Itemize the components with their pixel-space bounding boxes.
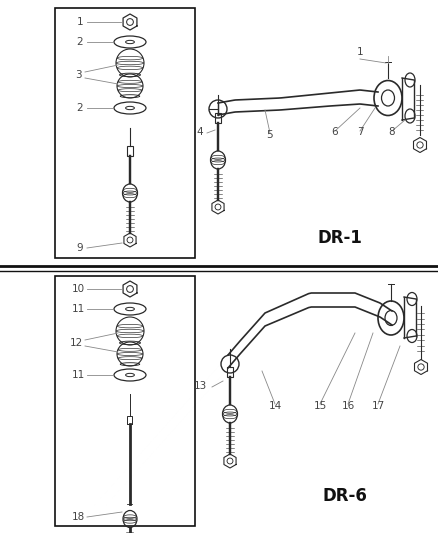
Text: 15: 15 [313,401,326,411]
Text: 8: 8 [388,127,394,137]
Text: 18: 18 [71,512,85,522]
Text: 1: 1 [356,47,363,57]
Text: 7: 7 [356,127,363,137]
Text: 11: 11 [71,370,85,380]
Text: 3: 3 [74,70,81,80]
Bar [127,146,133,156]
Bar [127,416,132,424]
Bar [215,113,220,123]
Text: 1: 1 [77,17,83,27]
Bar [226,367,233,377]
Text: 14: 14 [268,401,281,411]
Text: 2: 2 [77,103,83,113]
Text: DR-6: DR-6 [322,487,367,505]
Bar [55,276,194,526]
Text: 9: 9 [77,243,83,253]
Text: 17: 17 [371,401,384,411]
Text: DR-1: DR-1 [317,229,362,247]
Text: 2: 2 [77,37,83,47]
Text: 11: 11 [71,304,85,314]
Text: 10: 10 [71,284,85,294]
Text: 16: 16 [341,401,354,411]
Bar [55,8,194,258]
Text: 5: 5 [266,130,273,140]
Text: 13: 13 [193,381,206,391]
Text: 6: 6 [331,127,338,137]
Text: 4: 4 [196,127,203,137]
Text: 12: 12 [69,338,82,348]
